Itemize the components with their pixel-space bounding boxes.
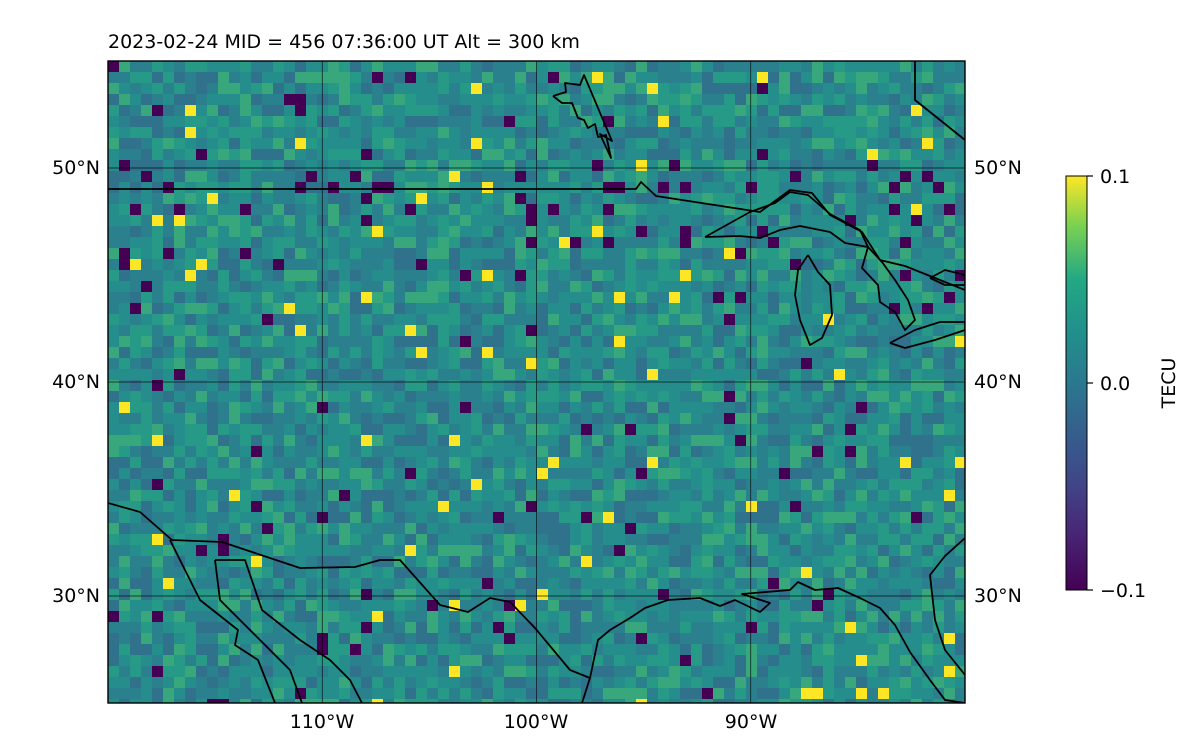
gulf-coast [581,581,965,703]
map-title: 2023-02-24 MID = 456 07:36:00 UT Alt = 3… [108,31,580,53]
colorbar-label-max: 0.1 [1100,166,1130,188]
hudson-bay-east-coast [914,61,965,141]
lon-label-90w: 90°W [725,711,778,733]
lake-huron [861,246,916,331]
colorbar-title: TECU [1158,358,1180,410]
lake-erie [889,321,965,349]
lon-labels: 110°W 100°W 90°W [290,711,778,733]
us-canada-border [108,181,965,291]
gulf-of-california-coast [215,559,363,703]
colorbar-label-zero: 0.0 [1100,373,1130,395]
hudson-bay-coast [552,74,613,159]
coastlines-and-borders [108,61,965,703]
tec-field-cells [108,61,965,703]
map-panel [107,60,966,704]
lat-label-40-right: 40°N [974,371,1022,393]
lake-michigan [794,254,833,346]
lon-label-110w: 110°W [290,711,355,733]
us-mexico-border [108,502,591,679]
lake-ontario [929,269,965,286]
lat-label-40-left: 40°N [52,371,100,393]
lat-label-50-left: 50°N [52,157,100,179]
sonora-coast [214,559,303,703]
lat-labels-left: 50°N 40°N 30°N [52,157,100,607]
colorbar-label-min: −0.1 [1100,580,1146,602]
lat-label-30-left: 30°N [52,585,100,607]
baja-california-coast [169,539,276,703]
colorbar: 0.1 0.0 −0.1 TECU [1065,166,1180,602]
lat-label-30-right: 30°N [974,585,1022,607]
gridlines [108,61,965,703]
colorbar-gradient [1065,175,1088,591]
florida-coast [929,537,965,676]
lon-label-100w: 100°W [504,711,569,733]
map-frame [107,60,966,704]
lat-labels-right: 50°N 40°N 30°N [974,157,1022,607]
lat-label-50-right: 50°N [974,157,1022,179]
